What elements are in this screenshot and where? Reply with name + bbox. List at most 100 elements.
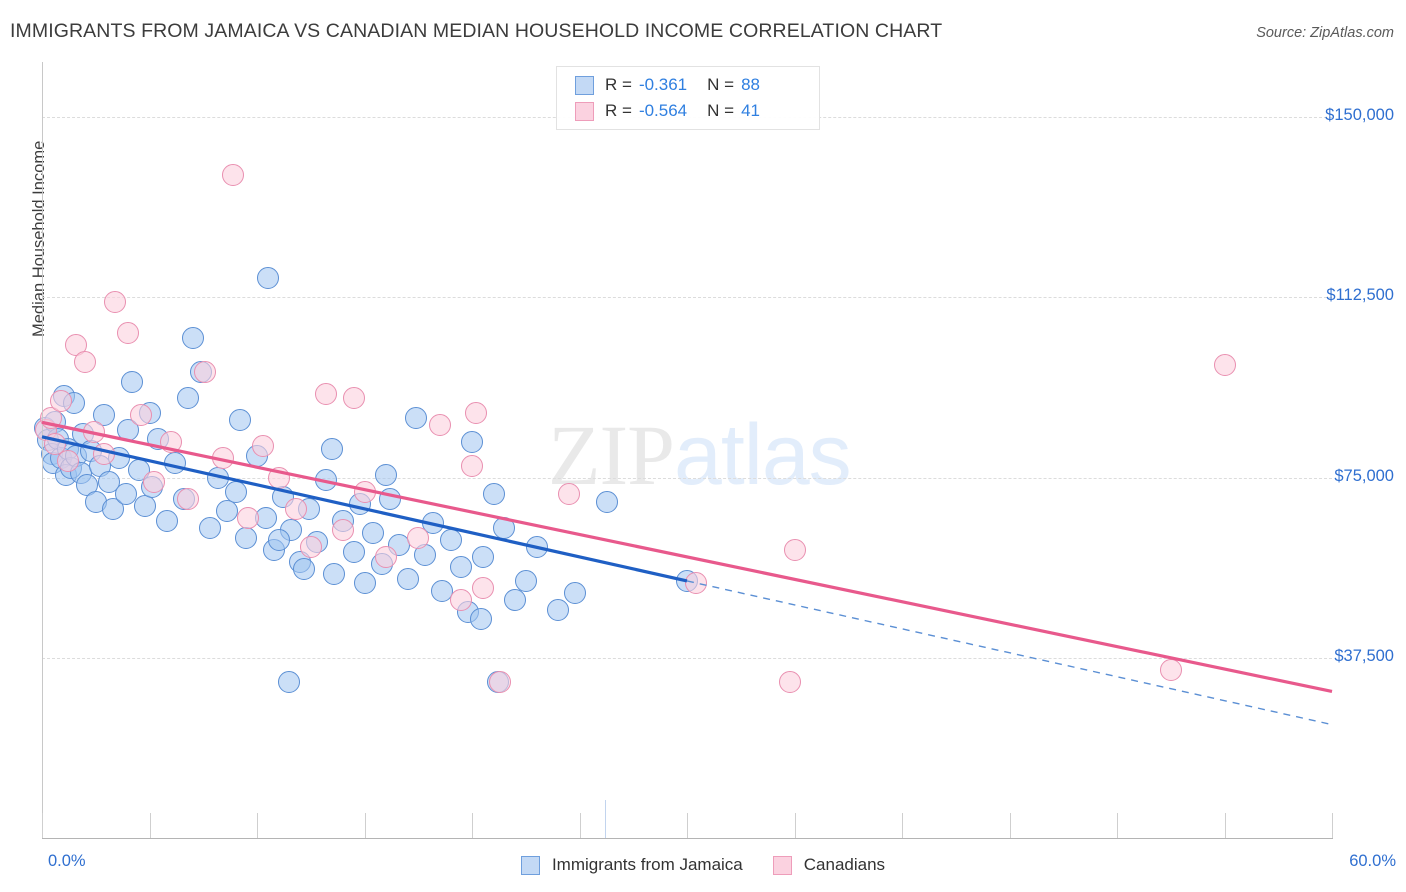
data-point xyxy=(314,382,337,405)
data-point xyxy=(215,500,238,523)
data-point xyxy=(224,481,247,504)
plot-area xyxy=(34,62,1332,838)
data-point xyxy=(267,466,290,489)
legend-label-immigrants-from-jamaica: Immigrants from Jamaica xyxy=(551,855,743,874)
data-point xyxy=(353,572,376,595)
y-axis-tick-label: $37,500 xyxy=(1334,646,1394,665)
legend-swatch-pink xyxy=(575,101,594,121)
data-point xyxy=(293,557,316,580)
page-title: IMMIGRANTS FROM JAMAICA VS CANADIAN MEDI… xyxy=(10,20,943,42)
data-point xyxy=(342,387,365,410)
data-point xyxy=(211,447,234,470)
data-point xyxy=(525,536,548,559)
data-point xyxy=(471,545,494,568)
r-value-pink: -0.564 xyxy=(638,101,688,120)
x-axis-tick xyxy=(472,813,473,838)
x-axis-tick xyxy=(579,813,581,838)
data-point xyxy=(564,581,587,604)
legend-swatch-blue xyxy=(575,75,594,95)
data-point xyxy=(321,437,344,460)
data-point xyxy=(121,370,144,393)
x-axis-tick xyxy=(794,813,796,838)
x-axis-tick xyxy=(149,813,151,838)
x-axis-tick xyxy=(902,813,903,838)
x-axis-tick-major xyxy=(605,800,607,838)
data-point xyxy=(323,562,346,585)
data-point xyxy=(450,555,473,578)
data-point xyxy=(50,389,73,412)
data-point xyxy=(104,291,127,314)
data-point xyxy=(267,529,290,552)
data-point xyxy=(177,488,200,511)
n-label-pink: N = xyxy=(707,101,735,120)
data-point xyxy=(160,430,182,453)
data-point xyxy=(783,538,806,561)
data-point xyxy=(1213,353,1236,376)
data-point xyxy=(1159,658,1182,681)
data-point xyxy=(332,519,354,542)
legend-item-immigrants-from-jamaica[interactable]: Immigrants from Jamaica xyxy=(520,855,743,875)
data-point xyxy=(314,469,337,492)
y-axis-line xyxy=(42,62,43,838)
r-value-blue: -0.361 xyxy=(638,75,688,94)
data-point xyxy=(547,598,569,621)
data-point xyxy=(379,488,402,511)
data-point xyxy=(557,483,580,506)
data-point xyxy=(375,464,397,487)
legend-stat-row-pink: R = -0.564 N = 41 xyxy=(575,98,760,124)
data-point xyxy=(237,507,260,530)
gridline xyxy=(42,657,1332,659)
y-axis-tick-label: $112,500 xyxy=(1326,286,1394,305)
data-point xyxy=(493,517,516,540)
data-point xyxy=(596,490,619,513)
gridline xyxy=(42,297,1332,299)
data-point xyxy=(235,526,258,549)
x-axis-max-label: 60.0% xyxy=(1349,852,1396,870)
series-legend: Immigrants from Jamaica Canadians xyxy=(0,850,1406,880)
data-point xyxy=(396,567,419,590)
x-axis-tick xyxy=(1332,813,1333,838)
data-point xyxy=(362,521,385,544)
data-point xyxy=(177,387,200,410)
data-point xyxy=(164,452,187,475)
y-axis-tick-label: $75,000 xyxy=(1334,466,1394,485)
data-point xyxy=(461,454,483,477)
gridline xyxy=(42,477,1332,479)
data-point xyxy=(252,435,275,458)
data-point xyxy=(465,401,488,424)
data-point xyxy=(353,481,376,504)
data-point xyxy=(504,589,526,612)
data-point xyxy=(74,351,96,374)
correlation-legend: R = -0.361 N = 88 R = -0.564 N = 41 xyxy=(556,66,820,130)
n-value-pink: 41 xyxy=(741,101,760,120)
data-point xyxy=(155,509,178,532)
data-point xyxy=(488,670,511,693)
legend-label-canadians: Canadians xyxy=(803,855,886,874)
n-value-blue: 88 xyxy=(741,75,760,94)
data-point xyxy=(342,541,365,564)
data-point xyxy=(117,322,139,345)
legend-item-canadians[interactable]: Canadians xyxy=(772,855,886,875)
x-axis-tick xyxy=(364,813,366,838)
data-point xyxy=(198,517,221,540)
data-point xyxy=(134,495,157,518)
source-attribution: Source: ZipAtlas.com xyxy=(1256,25,1394,41)
x-axis-tick xyxy=(687,813,688,838)
data-point xyxy=(284,497,307,520)
y-axis-tick-label: $150,000 xyxy=(1325,106,1394,125)
data-point xyxy=(428,413,451,436)
data-point xyxy=(514,569,537,592)
data-point xyxy=(439,529,462,552)
data-point xyxy=(181,327,204,350)
r-label-pink: R = xyxy=(605,101,632,120)
data-point xyxy=(482,483,505,506)
n-label-blue: N = xyxy=(707,75,735,94)
data-point xyxy=(228,408,251,431)
data-point xyxy=(82,420,105,443)
legend-swatch-immigrants-from-jamaica xyxy=(520,855,540,875)
data-point xyxy=(684,572,707,595)
data-point xyxy=(56,449,79,472)
data-point xyxy=(194,360,217,383)
data-point xyxy=(129,404,152,427)
